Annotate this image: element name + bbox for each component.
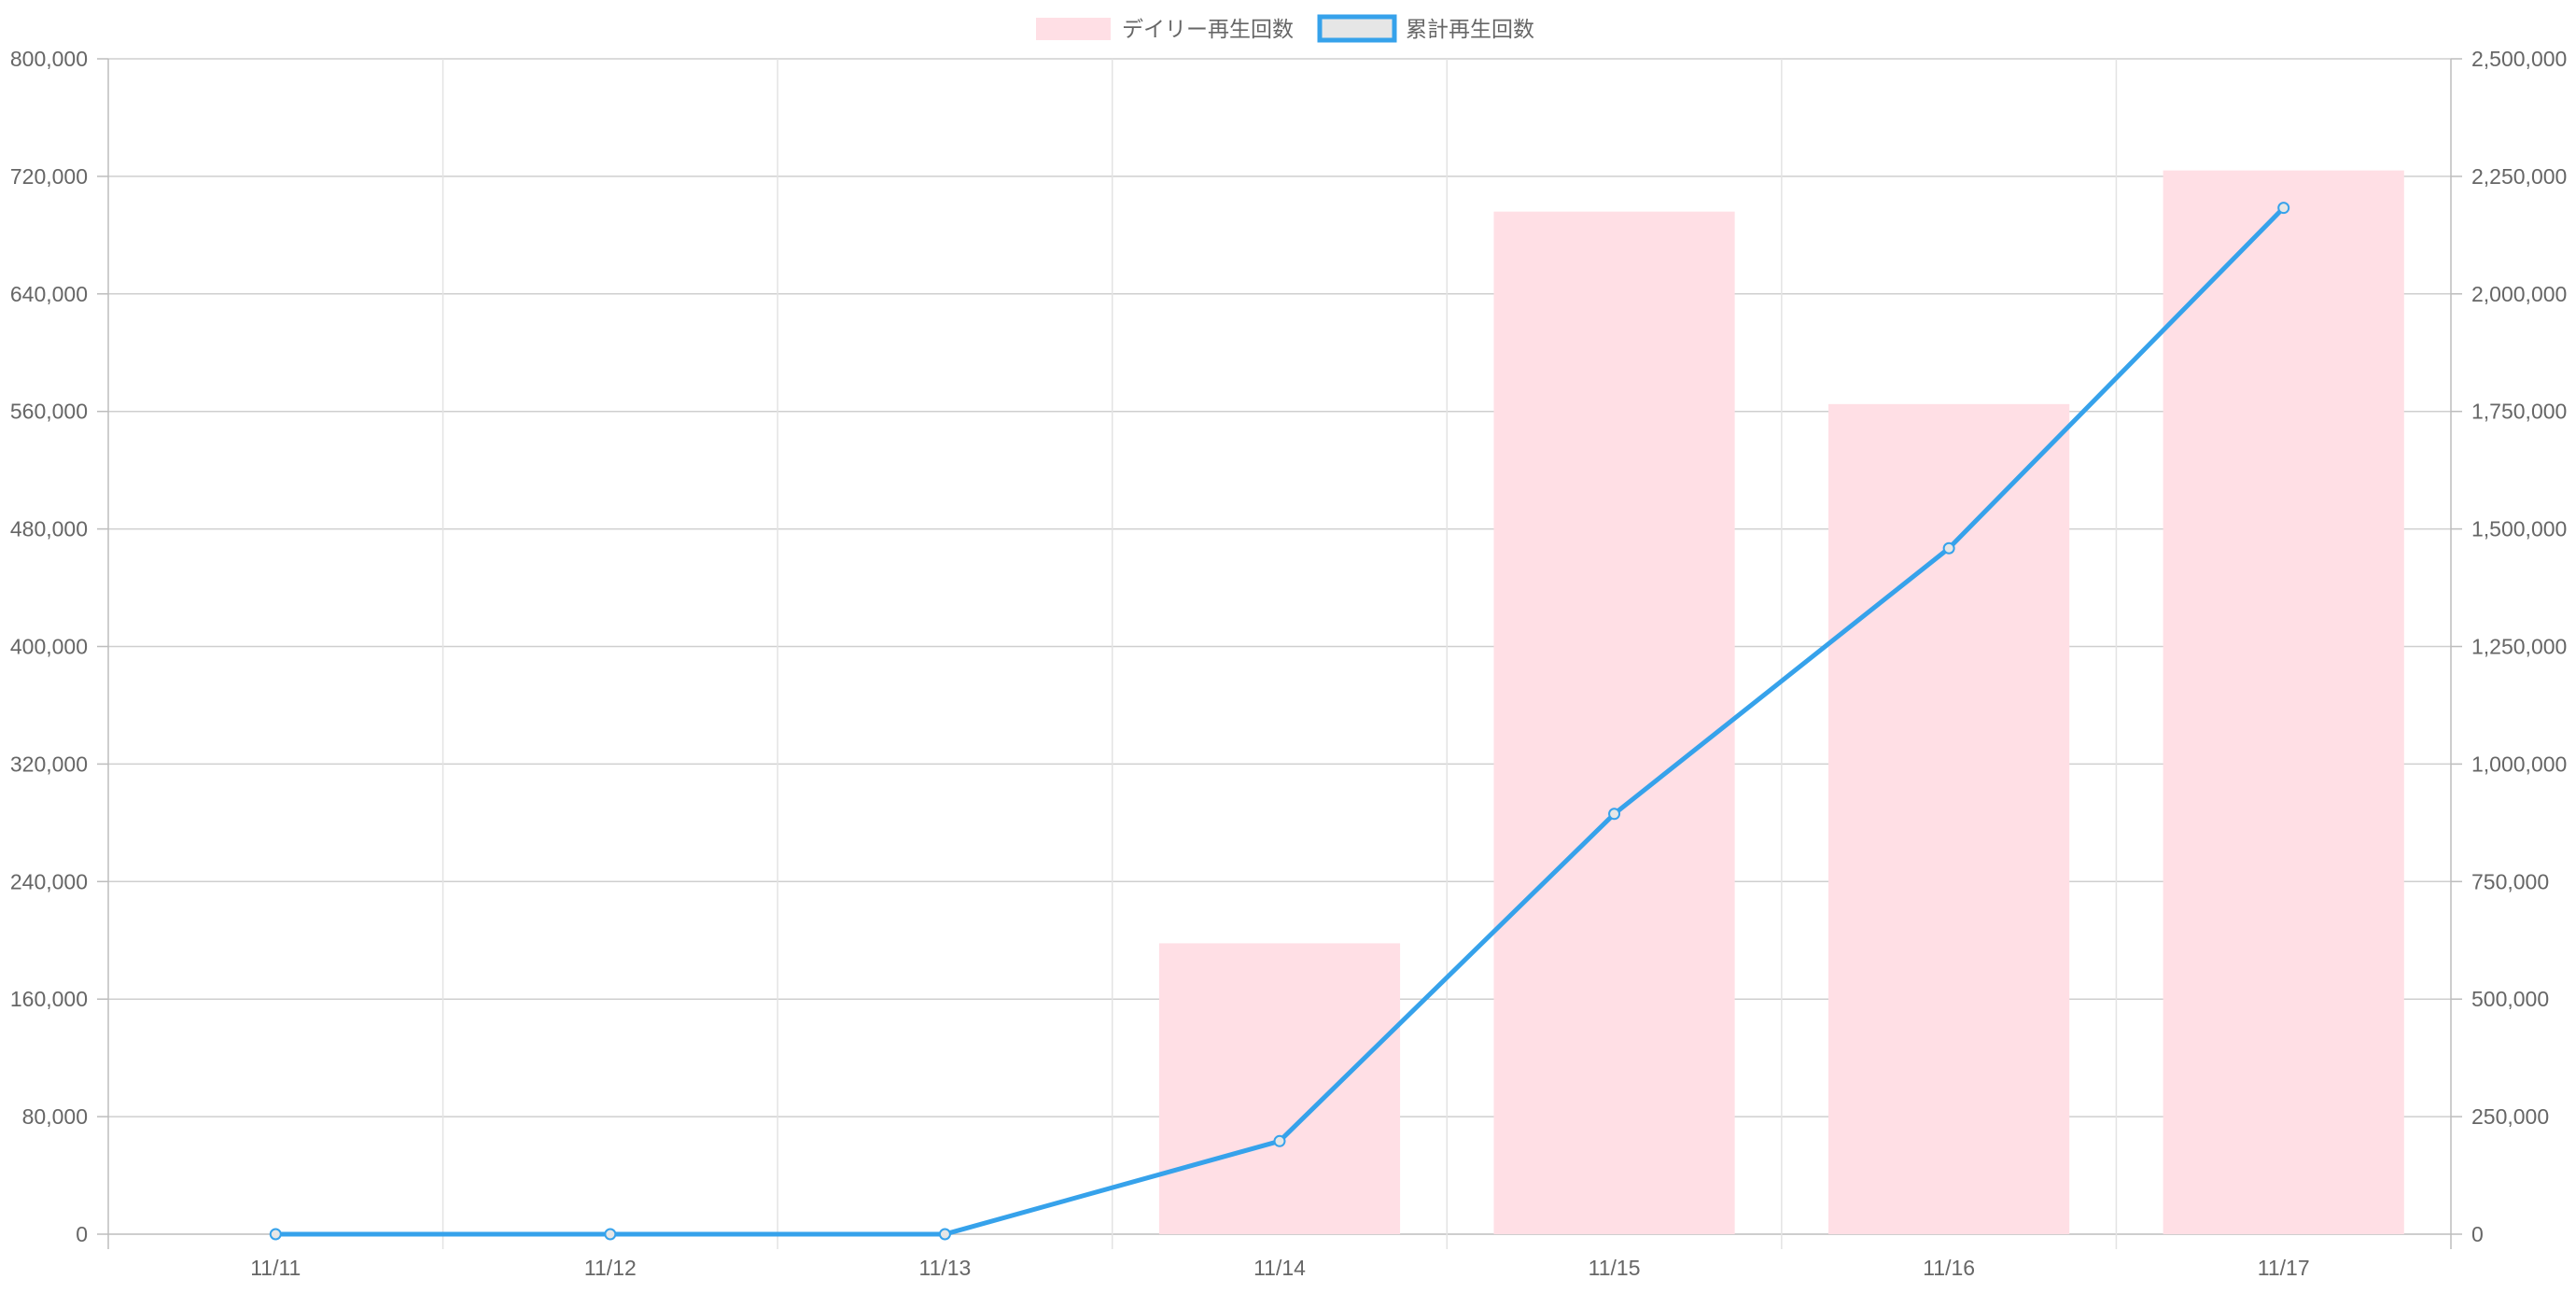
line-series (269, 202, 2290, 1241)
left-tick-label: 80,000 (22, 1104, 88, 1129)
left-tick-label: 560,000 (10, 400, 88, 424)
x-tick-label: 11/16 (1923, 1256, 1975, 1280)
x-tick-label: 11/17 (2258, 1256, 2310, 1280)
left-tick-label: 720,000 (10, 164, 88, 189)
x-tick-label: 11/15 (1589, 1256, 1641, 1280)
left-tick-label: 800,000 (10, 47, 88, 71)
left-y-axis-ticks: 0 80,000 160,000 240,000 320,000 400,000 480,0… (10, 47, 88, 1246)
point-11/17[interactable] (2277, 202, 2290, 215)
bar-11/17[interactable] (2163, 170, 2404, 1235)
right-tick-label: 250,000 (2471, 1104, 2549, 1129)
right-tick-label: 1,000,000 (2471, 752, 2567, 776)
left-tick-label: 400,000 (10, 635, 88, 659)
point-11/14[interactable] (1273, 1134, 1286, 1147)
left-tick-label: 160,000 (10, 987, 88, 1011)
left-tick-label: 640,000 (10, 282, 88, 306)
x-axis-ticks: 11/11 11/12 11/13 11/14 11/15 11/16 11/17 (250, 1256, 2309, 1280)
bar-11/15[interactable] (1493, 211, 1735, 1234)
point-11/11[interactable] (269, 1228, 282, 1241)
point-11/13[interactable] (938, 1228, 951, 1241)
right-tick-label: 2,250,000 (2471, 164, 2567, 189)
left-tick-label: 0 (76, 1222, 88, 1246)
point-11/16[interactable] (1942, 541, 1955, 555)
x-tick-label: 11/14 (1253, 1256, 1306, 1280)
grid (108, 58, 2451, 1249)
x-tick-label: 11/13 (918, 1256, 971, 1280)
x-tick-label: 11/11 (250, 1256, 301, 1280)
left-tick-label: 480,000 (10, 517, 88, 541)
right-tick-label: 2,000,000 (2471, 282, 2567, 306)
legend-swatch-cumulative[interactable] (1317, 14, 1397, 43)
point-11/15[interactable] (1608, 808, 1621, 821)
bar-series (1158, 170, 2404, 1235)
axes (97, 58, 2462, 1249)
bar-11/16[interactable] (1828, 403, 2070, 1234)
right-tick-label: 2,500,000 (2471, 47, 2567, 71)
left-tick-label: 320,000 (10, 752, 88, 776)
right-tick-label: 750,000 (2471, 869, 2549, 893)
legend: デイリー再生回数 累計再生回数 (1036, 14, 1534, 43)
right-tick-label: 1,250,000 (2471, 635, 2567, 659)
legend-label-cumulative[interactable]: 累計再生回数 (1406, 17, 1534, 41)
left-tick-label: 240,000 (10, 869, 88, 893)
legend-label-daily[interactable]: デイリー再生回数 (1122, 17, 1294, 41)
legend-swatch-daily[interactable] (1036, 18, 1111, 40)
point-11/12[interactable] (604, 1228, 617, 1241)
x-tick-label: 11/12 (584, 1256, 637, 1280)
right-tick-label: 500,000 (2471, 987, 2549, 1011)
right-tick-label: 1,750,000 (2471, 400, 2567, 424)
right-tick-label: 0 (2471, 1222, 2484, 1246)
bar-11/14[interactable] (1158, 943, 1401, 1234)
right-tick-label: 1,500,000 (2471, 517, 2567, 541)
right-y-axis-ticks: 0 250,000 500,000 750,000 1,000,000 1,250,000… (2471, 47, 2567, 1246)
